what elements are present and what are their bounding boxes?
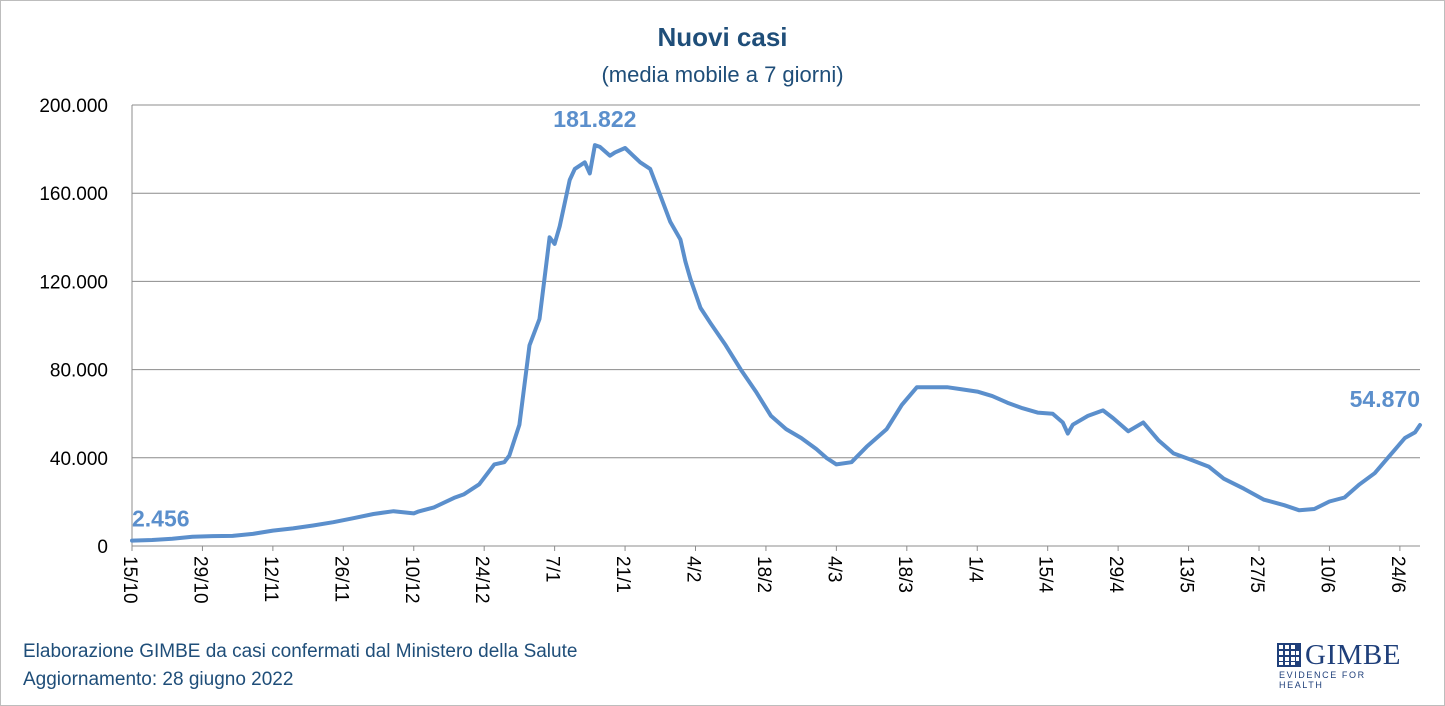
data-label: 2.456	[132, 506, 190, 532]
footer-source: Elaborazione GIMBE da casi confermati da…	[23, 641, 578, 662]
x-tick-label: 24/12	[471, 556, 492, 604]
data-label: 181.822	[553, 106, 636, 132]
x-tick-label: 27/5	[1246, 556, 1267, 593]
x-tick-label: 21/1	[612, 556, 633, 593]
x-tick-label: 18/2	[753, 556, 774, 593]
chart-title: Nuovi casi	[657, 22, 788, 52]
x-tick-label: 1/4	[964, 556, 985, 583]
y-tick-label: 200.000	[39, 96, 108, 117]
gimbe-logo: GIMBE EVIDENCE FOR HEALTH	[1277, 639, 1412, 690]
x-tick-label: 29/4	[1105, 556, 1126, 593]
logo-name: GIMBE	[1305, 639, 1401, 671]
x-tick-label: 15/10	[119, 556, 140, 604]
data-label: 54.870	[1350, 386, 1420, 412]
x-tick-label: 26/11	[330, 556, 351, 602]
x-tick-label: 13/5	[1176, 556, 1197, 593]
logo-tagline: EVIDENCE FOR HEALTH	[1279, 670, 1366, 690]
x-tick-label: 24/6	[1387, 556, 1408, 593]
x-tick-label: 15/4	[1035, 556, 1056, 593]
x-tick-label: 10/6	[1316, 556, 1337, 593]
y-tick-label: 160.000	[39, 184, 108, 205]
chart-subtitle: (media mobile a 7 giorni)	[601, 62, 844, 87]
x-tick-label: 4/3	[823, 556, 844, 582]
y-tick-label: 80.000	[50, 361, 108, 382]
x-tick-label: 4/2	[683, 556, 704, 582]
x-tick-label: 7/1	[542, 556, 563, 582]
x-tick-label: 10/12	[401, 556, 422, 604]
x-tick-label: 18/3	[894, 556, 915, 593]
series-line	[130, 143, 1422, 543]
y-tick-label: 40.000	[50, 449, 108, 470]
x-tick-label: 29/10	[189, 556, 210, 604]
y-tick-label: 120.000	[39, 272, 108, 293]
gimbe-grid-icon	[1277, 643, 1301, 667]
y-tick-label: 0	[97, 537, 108, 558]
x-tick-label: 12/11	[260, 556, 281, 602]
footer-updated: Aggiornamento: 28 giugno 2022	[23, 669, 294, 690]
